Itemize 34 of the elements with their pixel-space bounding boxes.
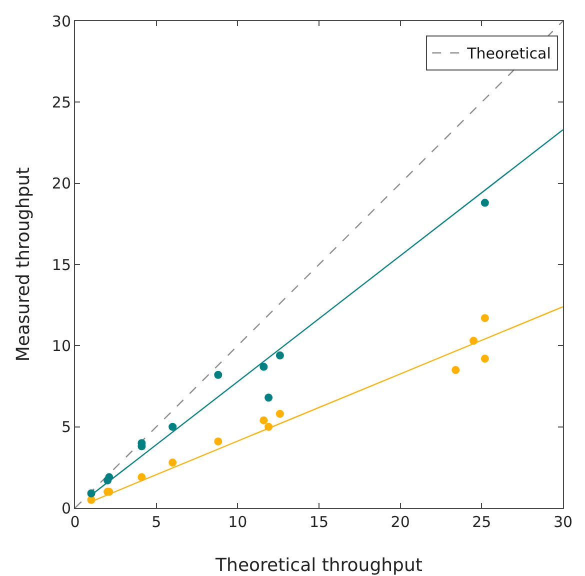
point [480, 354, 489, 363]
x-tick-label: 20 [390, 513, 410, 531]
y-axis-title: Measured throughput [13, 167, 34, 362]
y-tick-label: 25 [52, 93, 71, 112]
y-tick-label: 15 [52, 256, 71, 274]
point [260, 416, 268, 424]
point [480, 198, 489, 207]
x-tick-label: 25 [472, 513, 492, 531]
y-tick-label: 5 [61, 418, 71, 436]
point [470, 336, 478, 345]
point [168, 458, 177, 467]
legend-label: Theoretical [466, 44, 551, 63]
point [260, 362, 268, 371]
point [276, 410, 284, 418]
x-tick-label: 30 [553, 513, 573, 531]
point [87, 489, 96, 498]
point [168, 422, 177, 431]
point [452, 366, 460, 374]
point [264, 394, 273, 402]
x-tick-label: 15 [309, 513, 329, 531]
point [214, 370, 222, 379]
y-tick-label: 30 [52, 12, 71, 30]
point [214, 437, 222, 446]
y-tick-label: 0 [61, 499, 71, 518]
x-tick-label: 10 [228, 513, 248, 531]
point [105, 473, 114, 482]
point [276, 351, 284, 360]
x-tick-label: 5 [152, 513, 162, 531]
x-axis-title: Theoretical throughput [214, 555, 422, 576]
point [138, 473, 146, 482]
point [264, 422, 273, 431]
y-tick-label: 20 [52, 174, 71, 193]
point [480, 314, 489, 322]
y-tick-label: 10 [52, 336, 71, 355]
